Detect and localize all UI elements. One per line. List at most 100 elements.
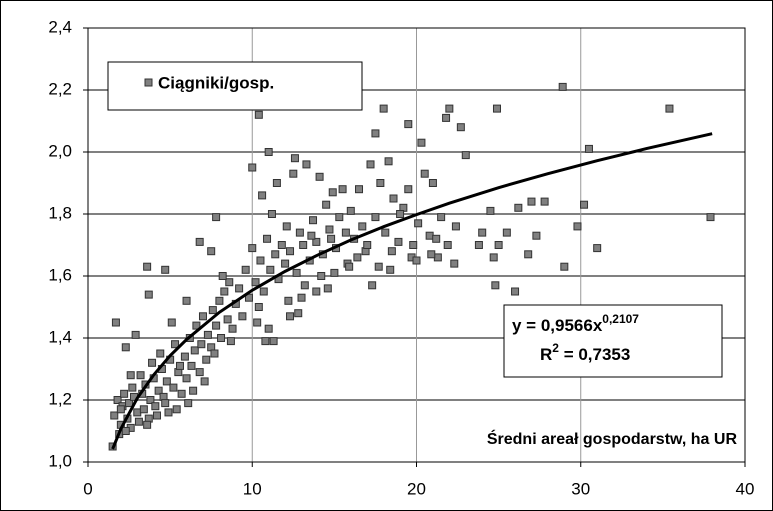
point: [253, 318, 262, 327]
trendline: [111, 132, 713, 450]
point: [151, 402, 160, 411]
point: [284, 296, 293, 305]
point: [238, 312, 247, 321]
point: [478, 228, 487, 237]
point: [207, 247, 216, 256]
point: [254, 110, 263, 119]
legend: Ciągniki/gosp.: [107, 61, 363, 111]
point: [317, 272, 326, 280]
point: [290, 154, 299, 163]
point: [258, 191, 267, 200]
equation-frame: [503, 304, 723, 378]
point: [266, 265, 275, 274]
point: [133, 408, 142, 417]
y-tick-label: 1,6: [48, 265, 72, 284]
point: [527, 197, 536, 206]
y-tick-label: 1,8: [48, 203, 72, 222]
point: [494, 241, 503, 249]
point: [202, 355, 211, 364]
point: [330, 268, 339, 277]
point: [532, 231, 541, 240]
point: [235, 284, 244, 293]
point: [404, 120, 413, 129]
point: [175, 361, 184, 370]
point: [368, 281, 377, 290]
point: [128, 383, 137, 392]
point: [143, 262, 152, 271]
point: [300, 281, 309, 290]
point: [491, 281, 500, 290]
point: [417, 138, 426, 147]
point: [226, 337, 235, 346]
point: [161, 265, 170, 274]
point: [474, 241, 483, 249]
point: [355, 185, 364, 194]
point: [432, 234, 441, 243]
point: [374, 262, 383, 271]
point: [379, 104, 388, 113]
point: [169, 383, 178, 392]
point: [409, 241, 418, 249]
point: [328, 188, 337, 197]
point: [212, 213, 221, 222]
point: [335, 213, 344, 222]
y-tick-label: 1,0: [48, 451, 72, 470]
point: [286, 247, 295, 256]
point: [277, 241, 286, 249]
point: [584, 144, 593, 153]
x-tick-label: 10: [243, 479, 262, 498]
point: [126, 371, 135, 380]
point: [286, 312, 295, 321]
point: [190, 346, 199, 355]
point: [322, 200, 331, 209]
point: [282, 222, 291, 231]
point: [297, 293, 306, 302]
point: [396, 210, 405, 218]
point: [248, 163, 257, 172]
point: [217, 334, 226, 342]
point: [593, 244, 602, 253]
point: [256, 256, 265, 265]
point: [143, 420, 152, 429]
r-squared-base: R: [540, 345, 552, 364]
point: [524, 250, 533, 259]
r-squared-exponent: 2: [552, 341, 559, 355]
point: [228, 324, 237, 333]
point: [182, 374, 191, 383]
point: [254, 303, 263, 311]
point: [171, 340, 180, 349]
point: [210, 349, 219, 358]
point: [241, 265, 250, 274]
point: [346, 206, 355, 215]
point: [269, 337, 278, 346]
point: [323, 284, 332, 293]
point: [264, 324, 273, 333]
point: [125, 399, 134, 408]
point: [580, 200, 589, 209]
point: [172, 405, 181, 414]
point: [456, 123, 465, 132]
point: [197, 340, 206, 349]
point: [307, 231, 316, 240]
point: [261, 337, 270, 346]
point: [195, 237, 204, 246]
point: [345, 262, 354, 271]
y-tick-label: 2,4: [48, 17, 72, 36]
point: [134, 417, 143, 426]
point: [414, 219, 423, 228]
point: [189, 386, 198, 395]
point: [110, 411, 119, 420]
equation-exponent: 0,2107: [602, 312, 639, 326]
point: [120, 389, 129, 398]
point: [195, 368, 204, 377]
x-tick-label: 40: [736, 479, 755, 498]
point: [212, 321, 221, 330]
y-tick-label: 1,4: [48, 327, 72, 346]
point: [146, 396, 155, 404]
equation-box: y = 0,9566x0,2107 R2 = 0,7353: [503, 304, 723, 378]
point: [144, 290, 153, 299]
point: [412, 256, 421, 265]
equation: y = 0,9566x0,2107: [512, 312, 639, 335]
point: [325, 225, 334, 234]
